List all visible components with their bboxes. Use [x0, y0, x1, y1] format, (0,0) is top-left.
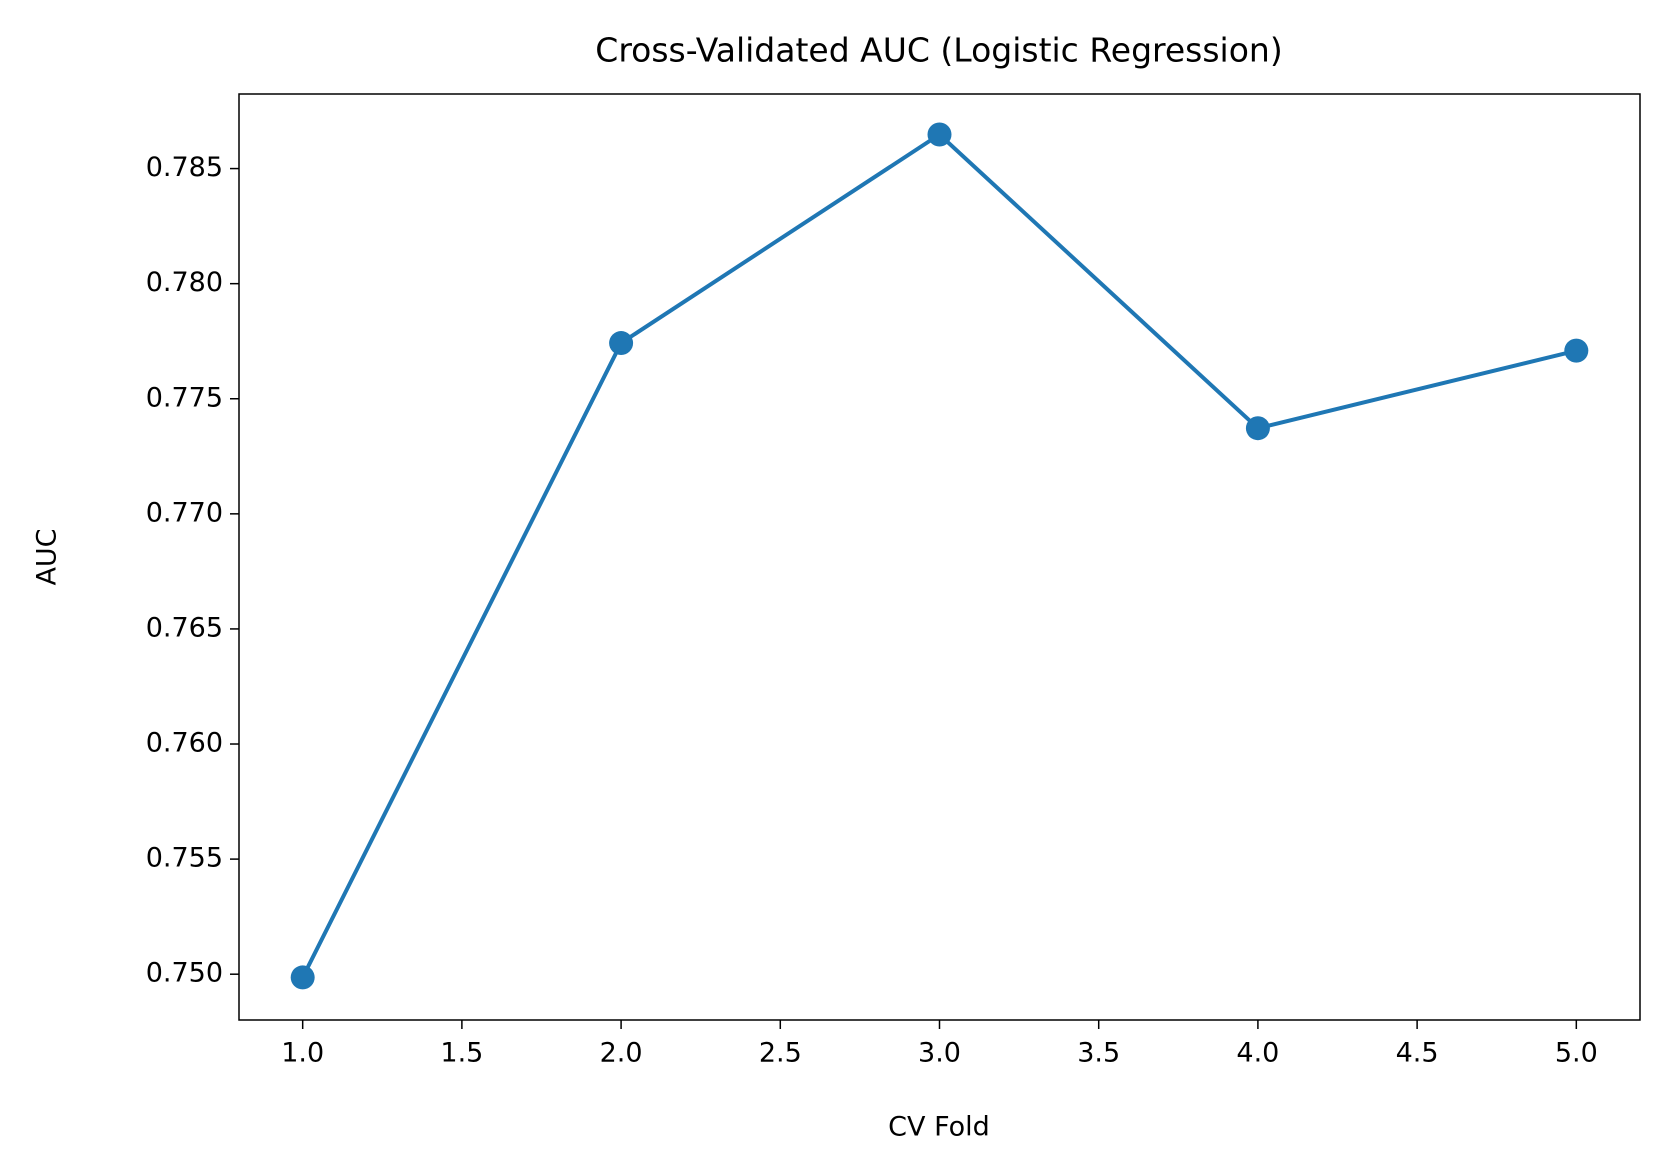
x-tick-label: 1.0 [281, 1038, 324, 1069]
y-tick-label: 0.785 [146, 152, 223, 183]
x-tick-label: 4.5 [1396, 1038, 1439, 1069]
y-tick-label: 0.765 [146, 612, 223, 643]
y-tick-label: 0.775 [146, 382, 223, 413]
x-tick-label: 3.0 [918, 1038, 961, 1069]
plot-frame [238, 93, 1641, 1021]
y-tick-label: 0.760 [146, 728, 223, 759]
x-tick-label: 1.5 [440, 1038, 483, 1069]
y-axis-label: AUC [32, 528, 63, 585]
x-tick-label: 2.5 [759, 1038, 802, 1069]
marker [927, 122, 952, 147]
marker [609, 331, 634, 356]
x-tick-label: 2.0 [600, 1038, 643, 1069]
y-tick-label: 0.750 [146, 958, 223, 989]
x-tick-label: 4.0 [1236, 1038, 1279, 1069]
y-tick-label: 0.755 [146, 843, 223, 874]
marker [290, 965, 315, 990]
chart-title: Cross-Validated AUC (Logistic Regression… [595, 31, 1282, 70]
marker [1564, 338, 1589, 363]
marker [1245, 416, 1270, 441]
y-tick-label: 0.770 [146, 497, 223, 528]
x-tick-label: 3.5 [1077, 1038, 1120, 1069]
x-tick-label: 5.0 [1555, 1038, 1598, 1069]
line [300, 131, 1577, 979]
x-axis-label: CV Fold [888, 1112, 990, 1143]
y-tick-label: 0.780 [146, 267, 223, 298]
